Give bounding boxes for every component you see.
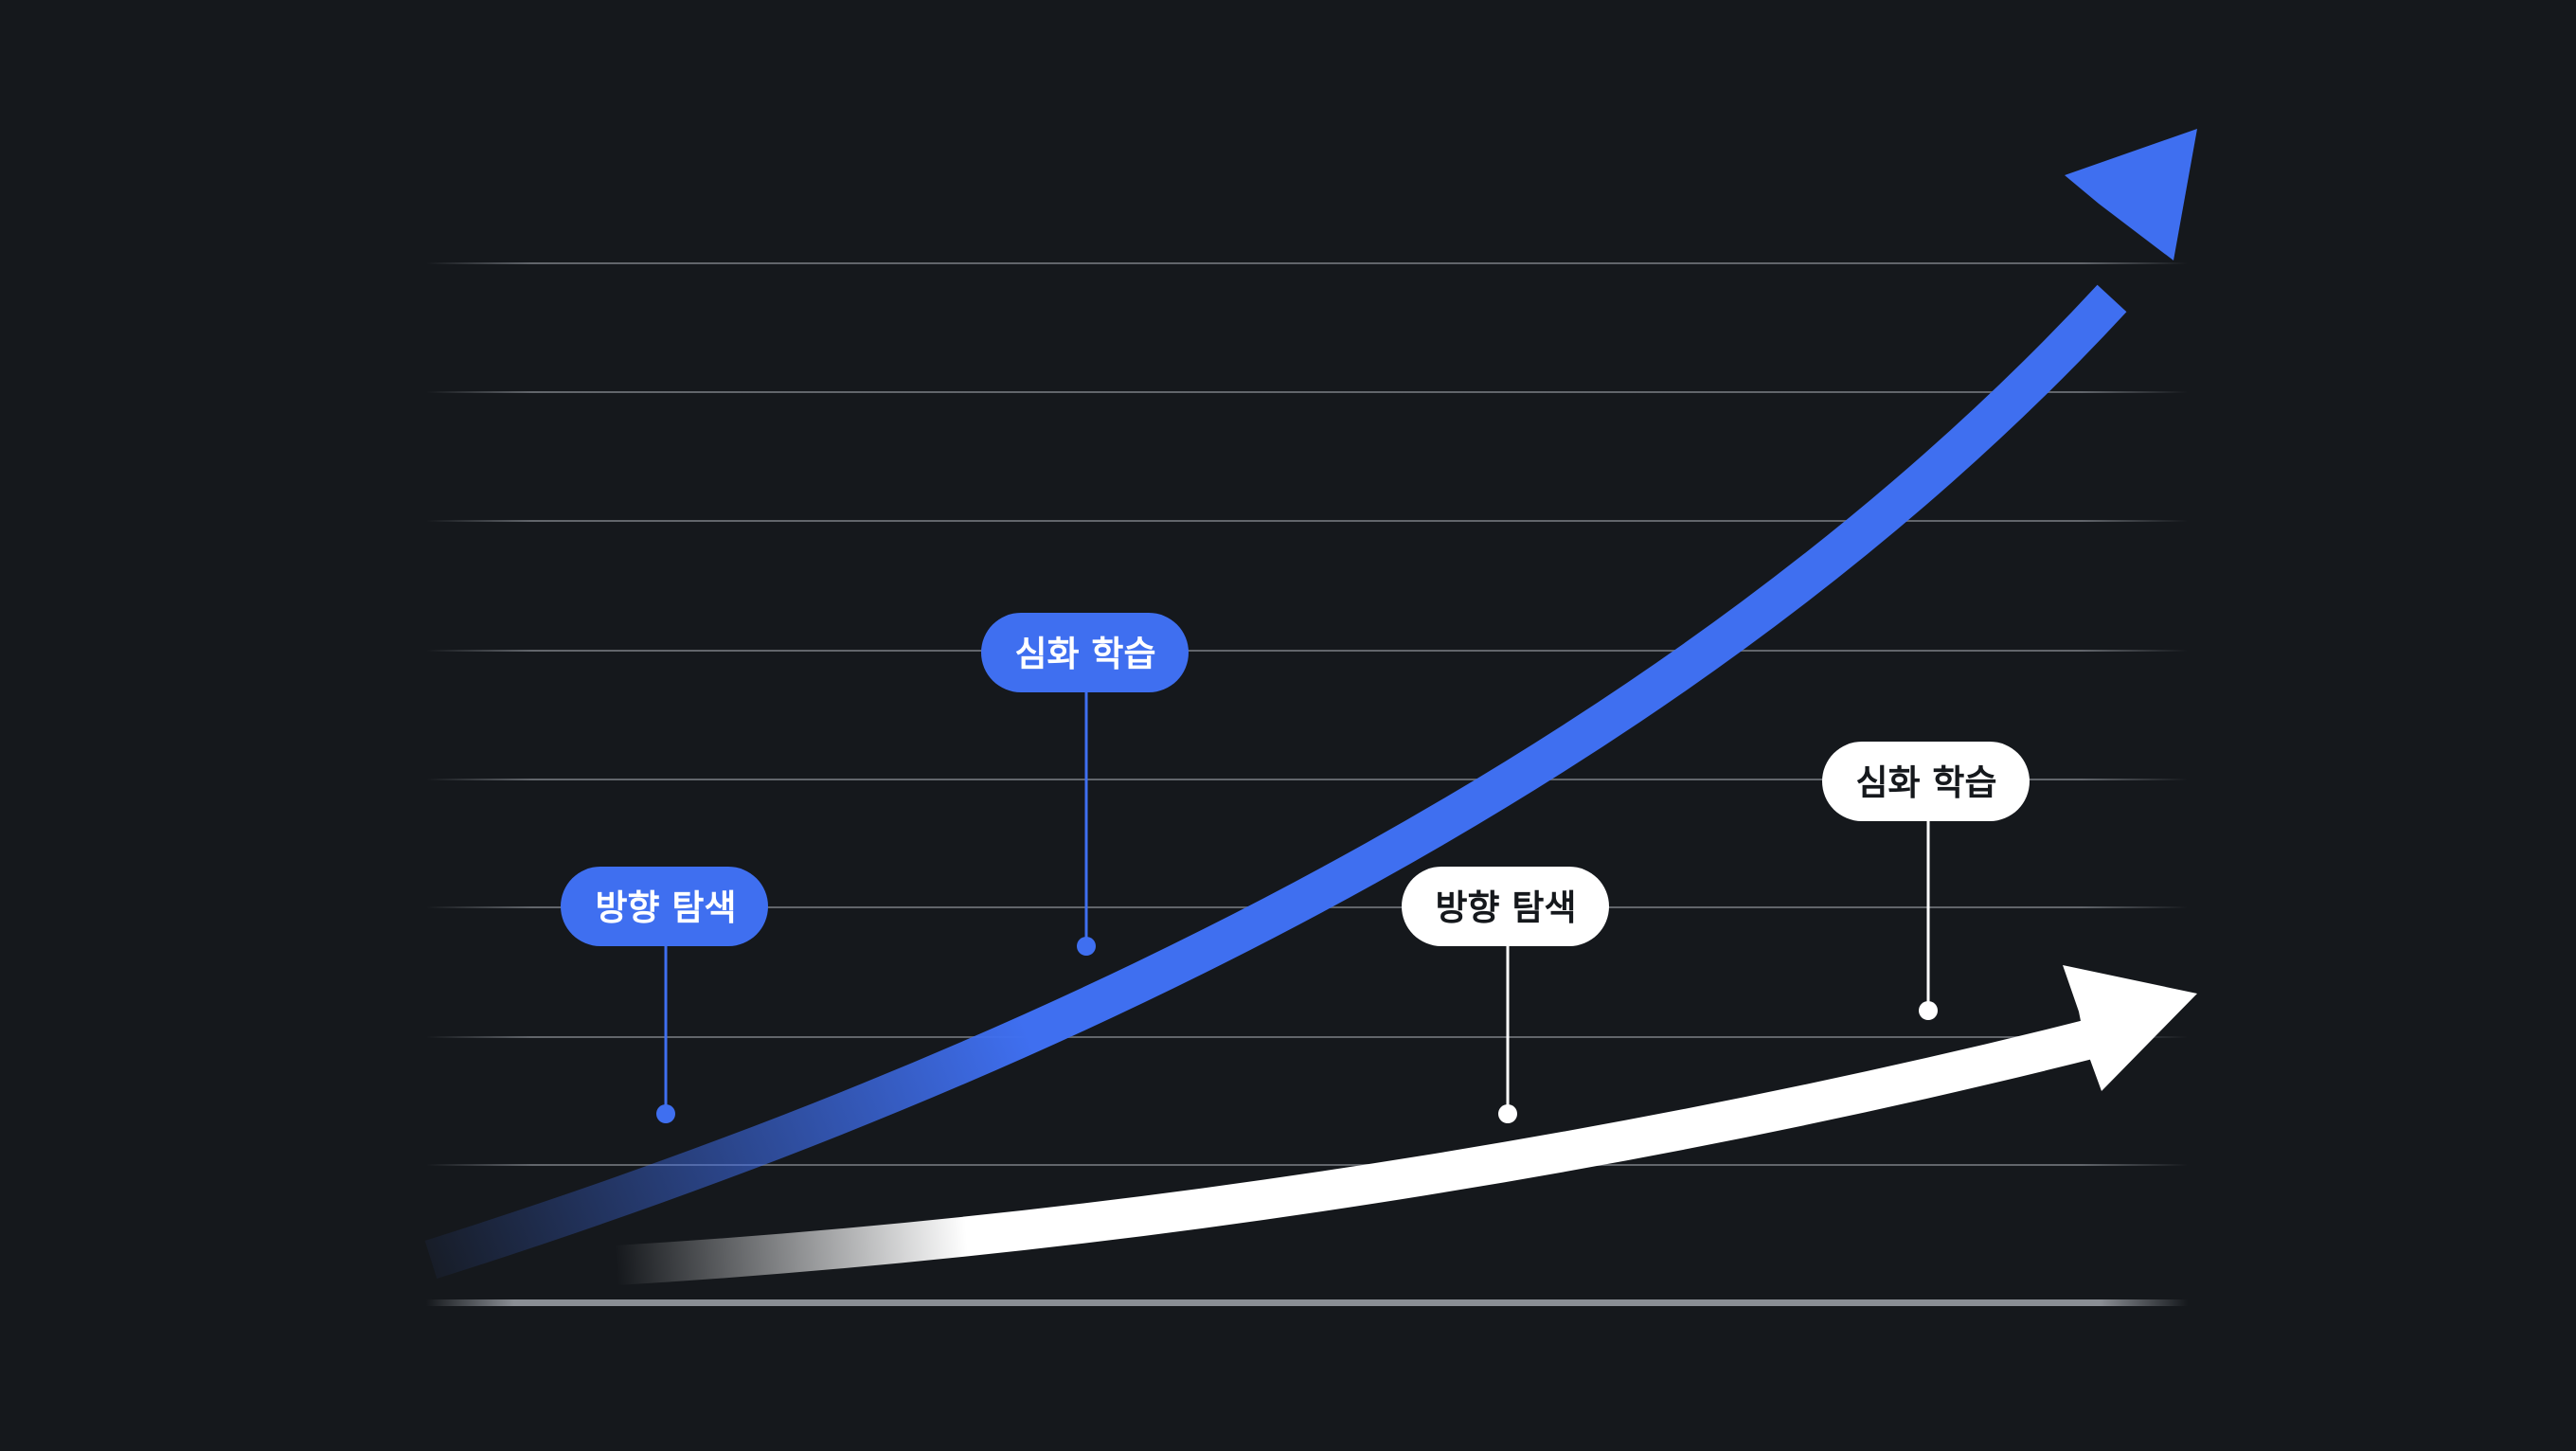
white-growth-arrow — [614, 965, 2197, 1285]
white-stage1-marker: 방향 탐색 — [1402, 867, 1609, 1123]
blue-arrow-shaft — [424, 284, 2127, 1280]
blue-arrowhead-icon — [2065, 129, 2197, 260]
blue-stage1-label: 방향 탐색 — [595, 887, 736, 928]
baseline — [426, 1299, 2188, 1306]
callout-dot — [1077, 937, 1096, 956]
label-pill — [1402, 867, 1609, 946]
gridline — [426, 1036, 2188, 1038]
gridline — [426, 1164, 2188, 1166]
gridline — [426, 391, 2188, 393]
label-pill — [981, 613, 1189, 692]
white-stage2-marker: 심화 학습 — [1822, 742, 2030, 1020]
gridline — [426, 650, 2188, 652]
label-pill — [561, 867, 768, 946]
white-arrow-shaft — [614, 1017, 2103, 1285]
white-stage2-label: 심화 학습 — [1855, 762, 1996, 803]
white-arrowhead-icon — [2063, 965, 2197, 1091]
callout-dot — [1919, 1001, 1938, 1020]
blue-stage2-label: 심화 학습 — [1014, 634, 1155, 674]
gridline — [426, 520, 2188, 522]
blue-stage2-marker: 심화 학습 — [981, 613, 1189, 956]
callout-dot — [656, 1104, 675, 1123]
white-stage1-label: 방향 탐색 — [1435, 887, 1576, 928]
gridline — [426, 262, 2188, 264]
gridline — [426, 779, 2188, 780]
blue-stage1-marker: 방향 탐색 — [561, 867, 768, 1123]
callout-dot — [1498, 1104, 1517, 1123]
blue-growth-arrow — [424, 129, 2197, 1280]
label-pill — [1822, 742, 2030, 821]
